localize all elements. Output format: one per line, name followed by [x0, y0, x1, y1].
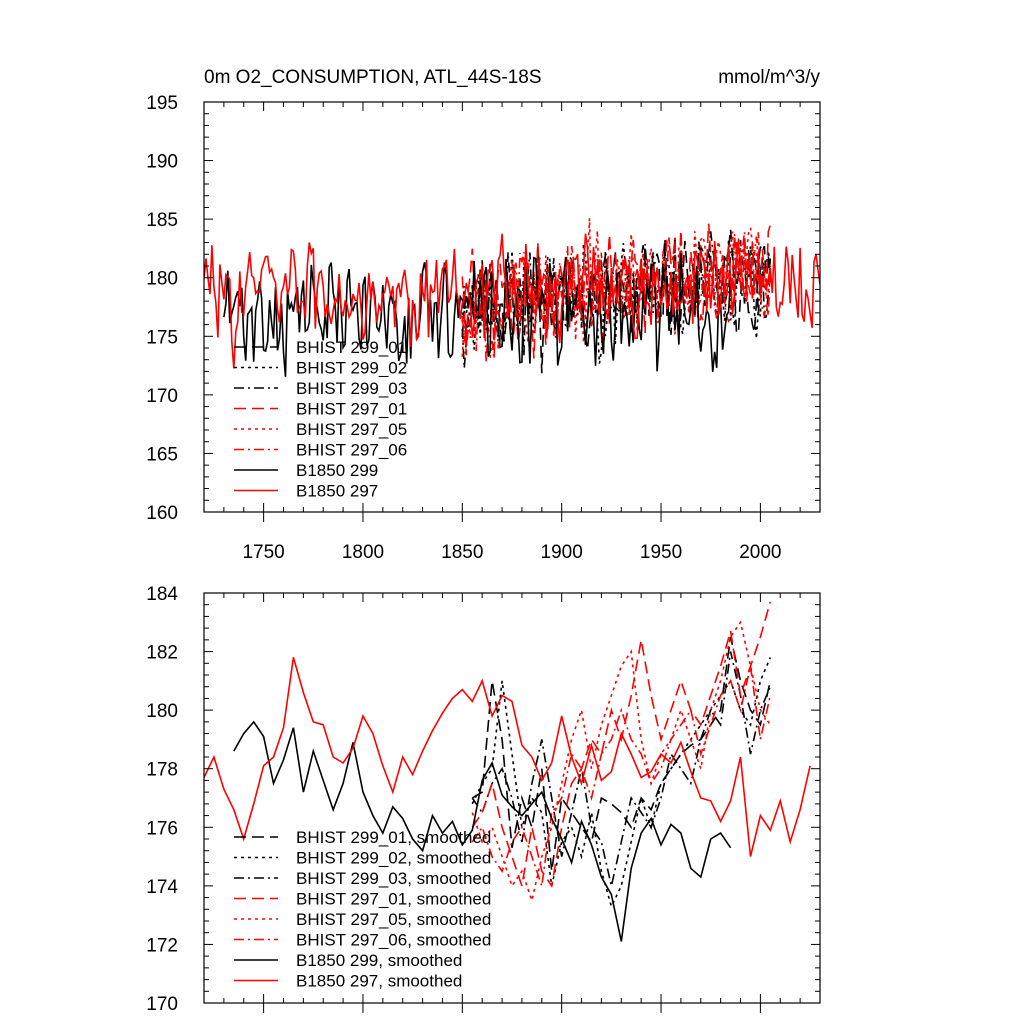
bottom-series-line-2	[471, 651, 772, 887]
bottom-series-line-7	[204, 657, 811, 857]
bottom-legend-label-0: BHIST 299_01, smoothed	[296, 828, 491, 847]
top-legend-label-7: B1850 297	[296, 482, 378, 501]
top-series-line-5	[461, 231, 772, 363]
bottom-y-tick-label-3: 176	[146, 818, 178, 839]
bottom-panel: 170 172 174 176 178 180 182 184 BHIST 299_01, sm…	[146, 584, 821, 1015]
top-legend-label-1: BHIST 299_02	[296, 359, 407, 378]
bottom-series-line-5	[471, 666, 772, 887]
bottom-series-line-6	[233, 720, 732, 942]
bottom-legend-label-7: B1850 297, smoothed	[296, 972, 462, 991]
bottom-y-tick-label-5: 180	[146, 701, 178, 722]
top-legend-label-4: BHIST 297_05	[296, 420, 407, 439]
top-panel: 160 165 170 175 180 185 190 195 1750 1800 1850 1900…	[146, 93, 821, 563]
bottom-legend-label-5: BHIST 297_06, smoothed	[296, 931, 491, 950]
top-x-tick-label-0: 1750	[242, 542, 284, 563]
top-legend-label-0: BHIST 299_01	[296, 338, 407, 357]
top-x-tick-label-2: 1850	[441, 542, 483, 563]
top-series-line-4	[461, 218, 772, 359]
bottom-y-tick-label-1: 172	[146, 935, 178, 956]
bottom-legend: BHIST 299_01, smoothed BHIST 299_02, smoo…	[234, 828, 491, 991]
top-y-tick-label-5: 185	[146, 210, 178, 231]
top-x-tick-label-1: 1800	[342, 542, 384, 563]
top-series-line-7	[204, 233, 820, 369]
bottom-y-tick-label-0: 170	[146, 994, 178, 1015]
top-plot-frame	[203, 101, 821, 513]
top-legend-label-6: B1850 299	[296, 461, 378, 480]
bottom-legend-label-6: B1850 299, smoothed	[296, 951, 462, 970]
bottom-plot-frame	[203, 592, 821, 1004]
top-y-tick-label-2: 170	[146, 386, 178, 407]
bottom-series-line-0	[471, 636, 772, 872]
bottom-y-tick-label-2: 174	[146, 877, 178, 898]
top-legend-label-5: BHIST 297_06	[296, 441, 407, 460]
chart-units: mmol/m^3/y	[718, 67, 820, 88]
bottom-legend-label-2: BHIST 299_03, smoothed	[296, 869, 491, 888]
bottom-y-tick-label-7: 184	[146, 584, 178, 605]
chart-title: 0m O2_CONSUMPTION, ATL_44S-18S	[204, 67, 542, 88]
top-x-tick-label-3: 1900	[541, 542, 583, 563]
bottom-legend-label-4: BHIST 297_05, smoothed	[296, 910, 491, 929]
top-y-tick-label-3: 175	[146, 327, 178, 348]
bottom-legend-label-1: BHIST 299_02, smoothed	[296, 849, 491, 868]
bottom-y-tick-label-4: 178	[146, 760, 178, 781]
top-x-tick-label-5: 2000	[739, 542, 781, 563]
top-y-tick-label-1: 165	[146, 444, 178, 465]
top-y-tick-label-7: 195	[146, 93, 178, 114]
top-x-tick-label-4: 1950	[640, 542, 682, 563]
top-legend-label-3: BHIST 297_01	[296, 400, 407, 419]
top-y-tick-label-4: 180	[146, 269, 178, 290]
top-legend-label-2: BHIST 299_03	[296, 379, 407, 398]
bottom-series-line-4	[471, 620, 771, 904]
top-y-tick-label-0: 160	[146, 503, 178, 524]
top-series-line-6	[223, 253, 732, 377]
bottom-series-line-3	[471, 601, 772, 889]
bottom-legend-label-3: BHIST 297_01, smoothed	[296, 890, 491, 909]
top-y-tick-label-6: 190	[146, 152, 178, 173]
bottom-y-tick-label-6: 182	[146, 643, 178, 664]
